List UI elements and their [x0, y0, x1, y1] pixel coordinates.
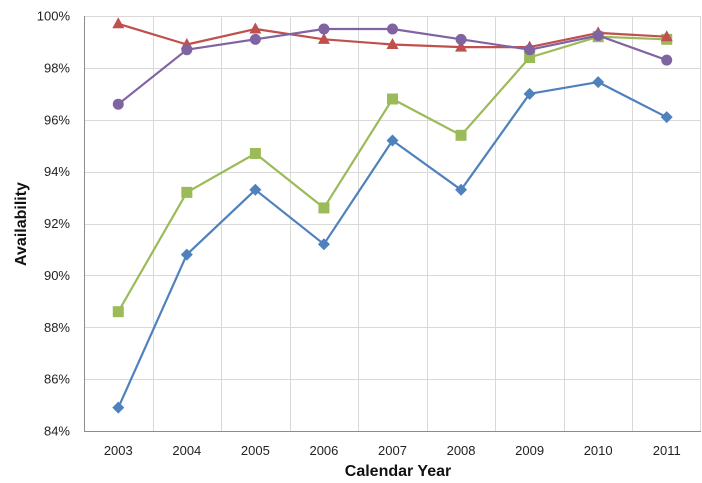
y-tick-label: 88%: [44, 320, 70, 335]
y-tick-label: 92%: [44, 216, 70, 231]
y-axis-title: Availability: [13, 182, 30, 266]
data-point-circle: [318, 23, 330, 35]
y-tick-label: 86%: [44, 372, 70, 387]
label-layer: 84% 86% 88% 90% 92% 94% 96% 98% 100% 2003 2004 2005…: [37, 9, 681, 459]
y-tick-label: 96%: [44, 112, 70, 127]
data-point-triangle: [249, 22, 262, 34]
data-point-circle: [387, 23, 398, 35]
data-point-square: [524, 52, 536, 63]
grid-layer: [84, 16, 701, 432]
data-point-diamond: [112, 401, 125, 414]
data-point-square: [249, 147, 261, 159]
data-point-circle: [592, 29, 604, 41]
x-tick-label: 2003: [104, 443, 133, 458]
series-line-diamond: [117, 80, 668, 409]
x-tick-label: 2004: [172, 443, 201, 458]
data-point-diamond: [592, 76, 605, 89]
y-tick-label: 94%: [44, 164, 70, 179]
x-tick-label: 2009: [515, 443, 544, 458]
data-point-triangle: [455, 40, 468, 52]
series-layer: [112, 17, 673, 414]
x-tick-label: 2006: [309, 443, 338, 458]
data-point-diamond: [455, 183, 468, 196]
x-tick-label: 2005: [241, 443, 270, 458]
data-point-triangle: [112, 17, 125, 29]
series-circle: [112, 23, 673, 110]
series-diamond: [112, 76, 673, 414]
data-point-square: [387, 93, 398, 105]
x-tick-label: 2007: [378, 443, 407, 458]
data-point-circle: [181, 44, 193, 56]
data-point-triangle: [660, 30, 673, 42]
series-line-square: [117, 35, 667, 313]
data-point-circle: [661, 54, 673, 66]
data-point-diamond: [386, 134, 399, 147]
series-square: [112, 31, 673, 318]
y-tick-label: 84%: [44, 424, 70, 439]
data-point-triangle: [317, 32, 330, 44]
x-tick-label: 2010: [584, 443, 613, 458]
data-point-circle: [112, 98, 124, 110]
data-point-square: [112, 306, 124, 318]
axis-layer: [84, 16, 701, 432]
data-point-diamond: [660, 111, 673, 124]
data-point-square: [181, 186, 193, 198]
x-tick-label: 2011: [653, 443, 681, 458]
data-point-triangle: [386, 38, 399, 50]
data-point-square: [455, 129, 467, 141]
data-point-circle: [455, 33, 467, 45]
x-axis-title: Calendar Year: [345, 463, 451, 480]
y-tick-label: 100%: [37, 9, 71, 24]
data-point-diamond: [180, 248, 193, 261]
data-point-diamond: [317, 238, 330, 251]
data-point-circle: [524, 44, 536, 56]
data-point-square: [318, 202, 330, 214]
y-tick-label: 98%: [44, 60, 70, 75]
data-point-circle: [249, 33, 261, 45]
y-tick-label: 90%: [44, 268, 70, 283]
data-point-diamond: [523, 87, 536, 100]
x-tick-label: 2008: [447, 443, 476, 458]
data-point-diamond: [249, 183, 262, 196]
